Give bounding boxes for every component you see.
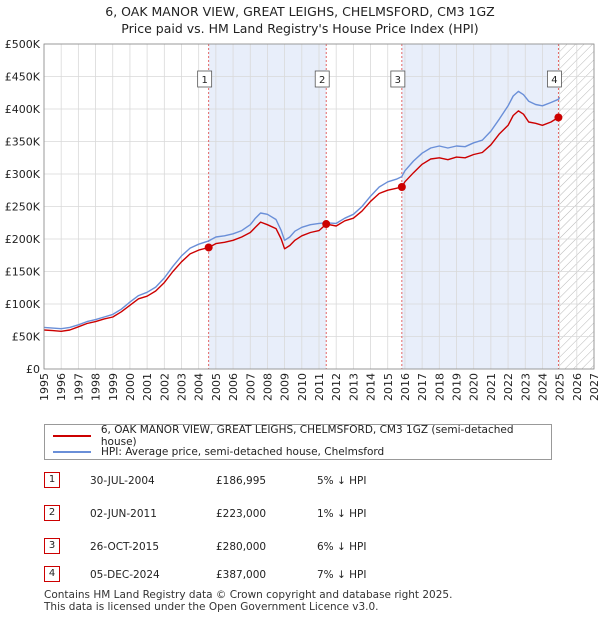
sale-label-box xyxy=(314,70,330,88)
y-tick-label: £450K xyxy=(5,71,41,84)
y-tick-label: £50K xyxy=(12,331,41,344)
x-tick-label: 2004 xyxy=(193,373,206,401)
x-tick-label: 2023 xyxy=(519,373,532,401)
sale-price: £387,000 xyxy=(216,569,267,581)
sale-hpi-relation: 7% ↓ HPI xyxy=(317,569,367,581)
x-tick-label: 2027 xyxy=(588,373,600,401)
x-tick-label: 2002 xyxy=(158,373,171,401)
sale-point xyxy=(397,183,406,191)
x-tick-label: 2018 xyxy=(433,373,446,401)
price-paid-line xyxy=(44,110,559,332)
footer-line-1: Contains HM Land Registry data © Crown c… xyxy=(44,589,453,601)
x-tick-label: 2011 xyxy=(313,373,326,401)
legend-item-price: 6, OAK MANOR VIEW, GREAT LEIGHS, CHELMSF… xyxy=(53,424,551,448)
y-tick-label: £0 xyxy=(26,363,40,376)
footer: Contains HM Land Registry data © Crown c… xyxy=(44,589,452,613)
sale-badge: 1 xyxy=(44,472,60,488)
hpi-line xyxy=(44,90,561,330)
x-tick-label: 2026 xyxy=(571,373,584,401)
price-chart: 1 2 3 4 £0 £50K £100K £150K £200K £250K £300K £350… xyxy=(5,38,600,401)
sale-price: £223,000 xyxy=(216,508,267,520)
sale-date: 30-JUL-2004 xyxy=(90,475,155,487)
x-tick-label: 2013 xyxy=(347,373,360,401)
sale-badge: 4 xyxy=(44,566,60,582)
sale-hpi-relation: 6% ↓ HPI xyxy=(317,541,367,553)
y-tick-label: £150K xyxy=(5,266,41,279)
x-tick-label: 2005 xyxy=(210,373,223,401)
sale-date: 02-JUN-2011 xyxy=(90,508,157,520)
x-tick-label: 2003 xyxy=(176,373,189,401)
x-tick-label: 2021 xyxy=(485,373,498,401)
legend-label-hpi: HPI: Average price, semi-detached house,… xyxy=(101,445,385,458)
x-tick-label: 2024 xyxy=(536,373,549,401)
y-tick-label: £250K xyxy=(5,201,41,214)
sale-hpi-relation: 1% ↓ HPI xyxy=(317,508,367,520)
x-tick-label: 2016 xyxy=(399,373,412,401)
legend-label-price: 6, OAK MANOR VIEW, GREAT LEIGHS, CHELMSF… xyxy=(100,423,514,448)
sale-point xyxy=(204,243,213,252)
x-tick-label: 1998 xyxy=(90,373,103,401)
x-tick-label: 2008 xyxy=(261,373,274,401)
y-tick-label: £400K xyxy=(5,103,41,116)
sale-date: 05-DEC-2024 xyxy=(90,569,160,581)
x-tick-label: 2010 xyxy=(296,373,309,401)
sale-hpi-relation: 5% ↓ HPI xyxy=(317,475,367,487)
legend-swatch-hpi xyxy=(53,450,91,453)
sale-point xyxy=(554,113,563,122)
x-tick-label: 2000 xyxy=(124,373,137,401)
x-tick-label: 2009 xyxy=(279,373,292,401)
legend-swatch-price xyxy=(53,434,91,437)
x-tick-label: 2020 xyxy=(468,373,481,401)
sale-point xyxy=(322,220,331,229)
sale-label-text: 1 xyxy=(201,75,207,86)
sale-label-text: 4 xyxy=(551,75,557,86)
y-tick-label: £500K xyxy=(5,38,41,51)
x-tick-label: 2015 xyxy=(382,373,395,401)
y-tick-label: £300K xyxy=(5,168,41,181)
sale-badge: 2 xyxy=(44,505,60,521)
x-tick-label: 2012 xyxy=(330,373,343,401)
sale-price: £280,000 xyxy=(216,541,267,553)
legend-item-hpi: HPI: Average price, semi-detached house,… xyxy=(53,444,384,459)
x-tick-label: 1996 xyxy=(55,373,68,401)
x-tick-label: 2017 xyxy=(416,373,429,401)
title-line-2: Price paid vs. HM Land Registry's House … xyxy=(121,21,479,36)
x-tick-label: 2025 xyxy=(554,373,567,401)
sale-label-box xyxy=(547,70,562,88)
x-tick-label: 1999 xyxy=(107,373,120,401)
sale-badge: 3 xyxy=(44,538,60,554)
x-tick-label: 2022 xyxy=(502,373,515,401)
footer-line-2: This data is licensed under the Open Gov… xyxy=(44,601,379,613)
sale-price: £186,995 xyxy=(216,475,267,487)
sale-label-text: 2 xyxy=(319,75,325,86)
sale-label-box xyxy=(197,70,213,88)
x-tick-label: 2006 xyxy=(227,373,240,401)
x-tick-label: 1997 xyxy=(72,373,85,401)
y-tick-label: £100K xyxy=(5,298,41,311)
legend: 6, OAK MANOR VIEW, GREAT LEIGHS, CHELMSF… xyxy=(44,424,552,460)
x-tick-label: 2007 xyxy=(244,373,257,401)
chart-title: 6, OAK MANOR VIEW, GREAT LEIGHS, CHELMSF… xyxy=(0,3,600,37)
y-tick-label: £200K xyxy=(5,233,41,246)
sale-label-text: 3 xyxy=(395,75,401,86)
x-tick-label: 2019 xyxy=(451,373,464,401)
x-tick-label: 2001 xyxy=(141,373,154,401)
title-line-1: 6, OAK MANOR VIEW, GREAT LEIGHS, CHELMSF… xyxy=(105,4,495,19)
x-tick-label: 1995 xyxy=(38,373,51,401)
sale-label-box xyxy=(390,70,406,88)
y-tick-label: £350K xyxy=(5,136,41,149)
plot-frame xyxy=(43,43,595,370)
sale-date: 26-OCT-2015 xyxy=(90,541,159,553)
x-tick-label: 2014 xyxy=(365,373,378,401)
